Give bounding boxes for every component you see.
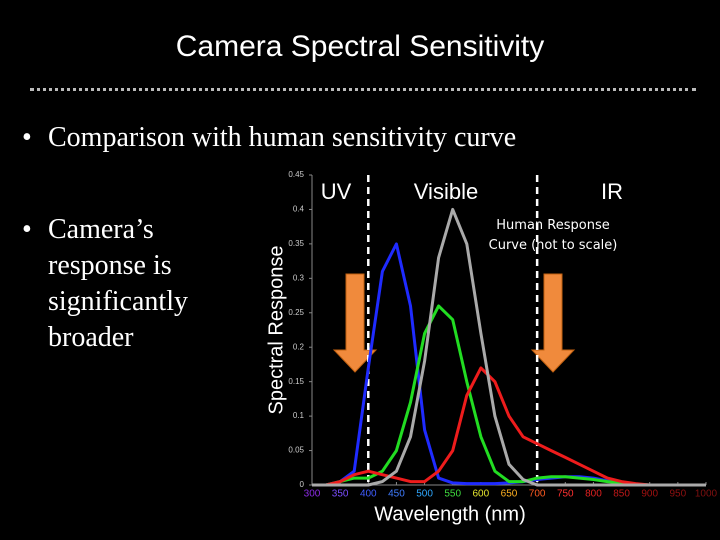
- x-tick-label: 800: [585, 489, 602, 500]
- x-tick-label: 650: [501, 489, 518, 500]
- x-axis-label: Wavelength (nm): [374, 503, 526, 525]
- y-tick-label: 0.35: [288, 239, 304, 248]
- x-tick-label: 450: [388, 489, 405, 500]
- region-label: Visible: [414, 179, 478, 204]
- y-tick-label: 0.1: [293, 411, 305, 420]
- x-tick-label: 500: [416, 489, 433, 500]
- bullet: Comparison with human sensitivity curve: [22, 120, 608, 156]
- y-axis-label: Spectral Response: [265, 246, 287, 415]
- x-tick-label: 1000: [695, 489, 718, 500]
- y-tick-label: 0.25: [288, 308, 304, 317]
- x-tick-label: 600: [473, 489, 490, 500]
- series-line: [312, 207, 706, 487]
- arrow: [530, 273, 576, 373]
- y-tick-label: 0.05: [288, 446, 304, 455]
- x-tick-label: 400: [360, 489, 377, 500]
- y-tick-label: 0.2: [293, 342, 305, 351]
- region-label: IR: [601, 179, 623, 204]
- title-rule: [30, 88, 696, 91]
- y-tick-label: 0.4: [293, 205, 305, 214]
- y-tick-label: 0.3: [293, 273, 305, 282]
- region-label: UV: [321, 179, 352, 204]
- x-tick-label: 950: [670, 489, 687, 500]
- x-tick-label: 700: [529, 489, 546, 500]
- annotation: Human Response Curve (not to scale): [488, 218, 618, 253]
- y-tick-label: 0.15: [288, 377, 304, 386]
- x-tick-label: 850: [613, 489, 630, 500]
- x-tick-label: 750: [557, 489, 574, 500]
- y-tick-label: 0.45: [288, 170, 304, 179]
- arrow: [332, 273, 378, 373]
- x-tick-label: 300: [304, 489, 321, 500]
- bullet: Camera’s response is significantly broad…: [22, 212, 238, 356]
- slide-title: Camera Spectral Sensitivity: [175, 30, 545, 63]
- y-tick-label: 0: [300, 480, 305, 489]
- x-tick-label: 550: [444, 489, 461, 500]
- x-tick-label: 350: [332, 489, 349, 500]
- x-tick-label: 900: [641, 489, 658, 500]
- annotation-text: Human Response Curve (not to scale): [488, 218, 618, 253]
